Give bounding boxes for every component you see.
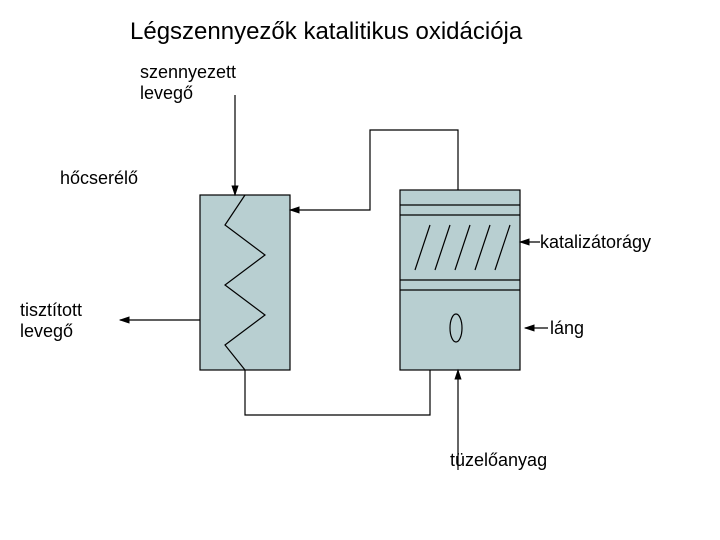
process-diagram	[0, 0, 720, 540]
